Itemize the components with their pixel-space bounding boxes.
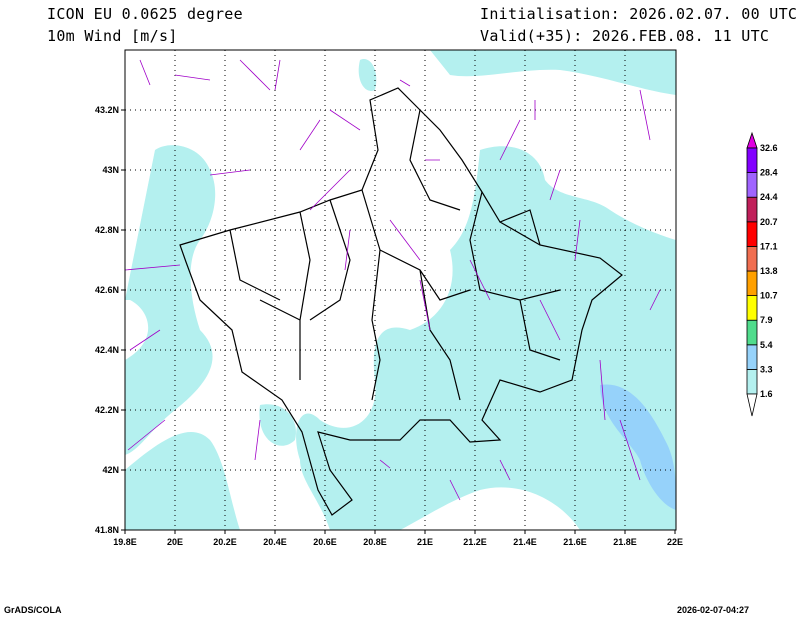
colorbar: 1.6 3.3 5.4 7.9 10.7 13.8 17.1 20.7 24.4 28.4 32.6 <box>746 131 778 417</box>
colorbar-label: 17.1 <box>760 241 778 251</box>
country-borders <box>179 87 623 516</box>
footer-timestamp: 2026-02-07-04:27 <box>677 605 750 615</box>
wind-vectors <box>125 59 661 501</box>
variable-title: 10m Wind [m/s] <box>47 27 178 45</box>
init-time: Initialisation: 2026.02.07. 00 UTC <box>480 5 798 23</box>
colorbar-segment <box>746 245 758 272</box>
lat-label: 42.2N <box>95 405 119 415</box>
lat-label: 43N <box>102 165 119 175</box>
lon-label: 21.2E <box>463 537 487 547</box>
lon-label: 21.4E <box>513 537 537 547</box>
wind-speed-shading <box>125 50 676 530</box>
colorbar-segment <box>746 196 758 223</box>
shade-1-6 <box>430 50 676 95</box>
lon-label: 22E <box>667 537 683 547</box>
lon-label: 20E <box>167 537 183 547</box>
shade-1-6 <box>125 145 216 456</box>
colorbar-segment <box>746 270 758 297</box>
lat-label: 41.8N <box>95 525 119 535</box>
lon-label: 21.8E <box>613 537 637 547</box>
lon-label: 20.2E <box>213 537 237 547</box>
shade-1-6 <box>296 146 676 530</box>
valid-time: Valid(+35): 2026.FEB.08. 11 UTC <box>480 27 770 45</box>
colorbar-label: 7.9 <box>760 315 773 325</box>
colorbar-max-triangle <box>746 131 758 149</box>
colorbar-label: 10.7 <box>760 291 778 301</box>
shade-3-3 <box>600 384 676 510</box>
shade-1-6 <box>259 404 296 446</box>
lon-label: 19.8E <box>113 537 137 547</box>
lat-label: 42N <box>102 465 119 475</box>
shade-1-6 <box>125 431 240 530</box>
colorbar-label: 5.4 <box>760 340 773 350</box>
colorbar-segment <box>746 344 758 370</box>
shade-1-6 <box>358 59 377 91</box>
colorbar-segment <box>746 368 758 395</box>
lon-label: 20.6E <box>313 537 337 547</box>
lat-label: 43.2N <box>95 105 119 115</box>
lon-label: 20.8E <box>363 537 387 547</box>
colorbar-segment <box>746 172 758 198</box>
lon-label: 21E <box>417 537 433 547</box>
colorbar-min-triangle <box>746 393 758 417</box>
colorbar-label: 24.4 <box>760 192 778 202</box>
lat-label: 42.8N <box>95 225 119 235</box>
colorbar-segment <box>746 147 758 174</box>
footer-credit: GrADS/COLA <box>4 605 62 615</box>
colorbar-segment <box>746 319 758 346</box>
model-title: ICON EU 0.0625 degree <box>47 5 243 23</box>
colorbar-label: 1.6 <box>760 389 773 399</box>
axis-labels: 19.8E 20E 20.2E 20.4E 20.6E 20.8E 21E 21.2E 21.4… <box>95 105 683 547</box>
colorbar-label: 32.6 <box>760 143 778 153</box>
lat-label: 42.4N <box>95 345 119 355</box>
colorbar-segment <box>746 295 758 321</box>
lon-label: 20.4E <box>263 537 287 547</box>
colorbar-label: 28.4 <box>760 168 778 178</box>
lon-label: 21.6E <box>563 537 587 547</box>
colorbar-label: 13.8 <box>760 266 778 276</box>
lat-label: 42.6N <box>95 285 119 295</box>
colorbar-label: 3.3 <box>760 364 773 374</box>
colorbar-segment <box>746 221 758 247</box>
colorbar-label: 20.7 <box>760 217 778 227</box>
